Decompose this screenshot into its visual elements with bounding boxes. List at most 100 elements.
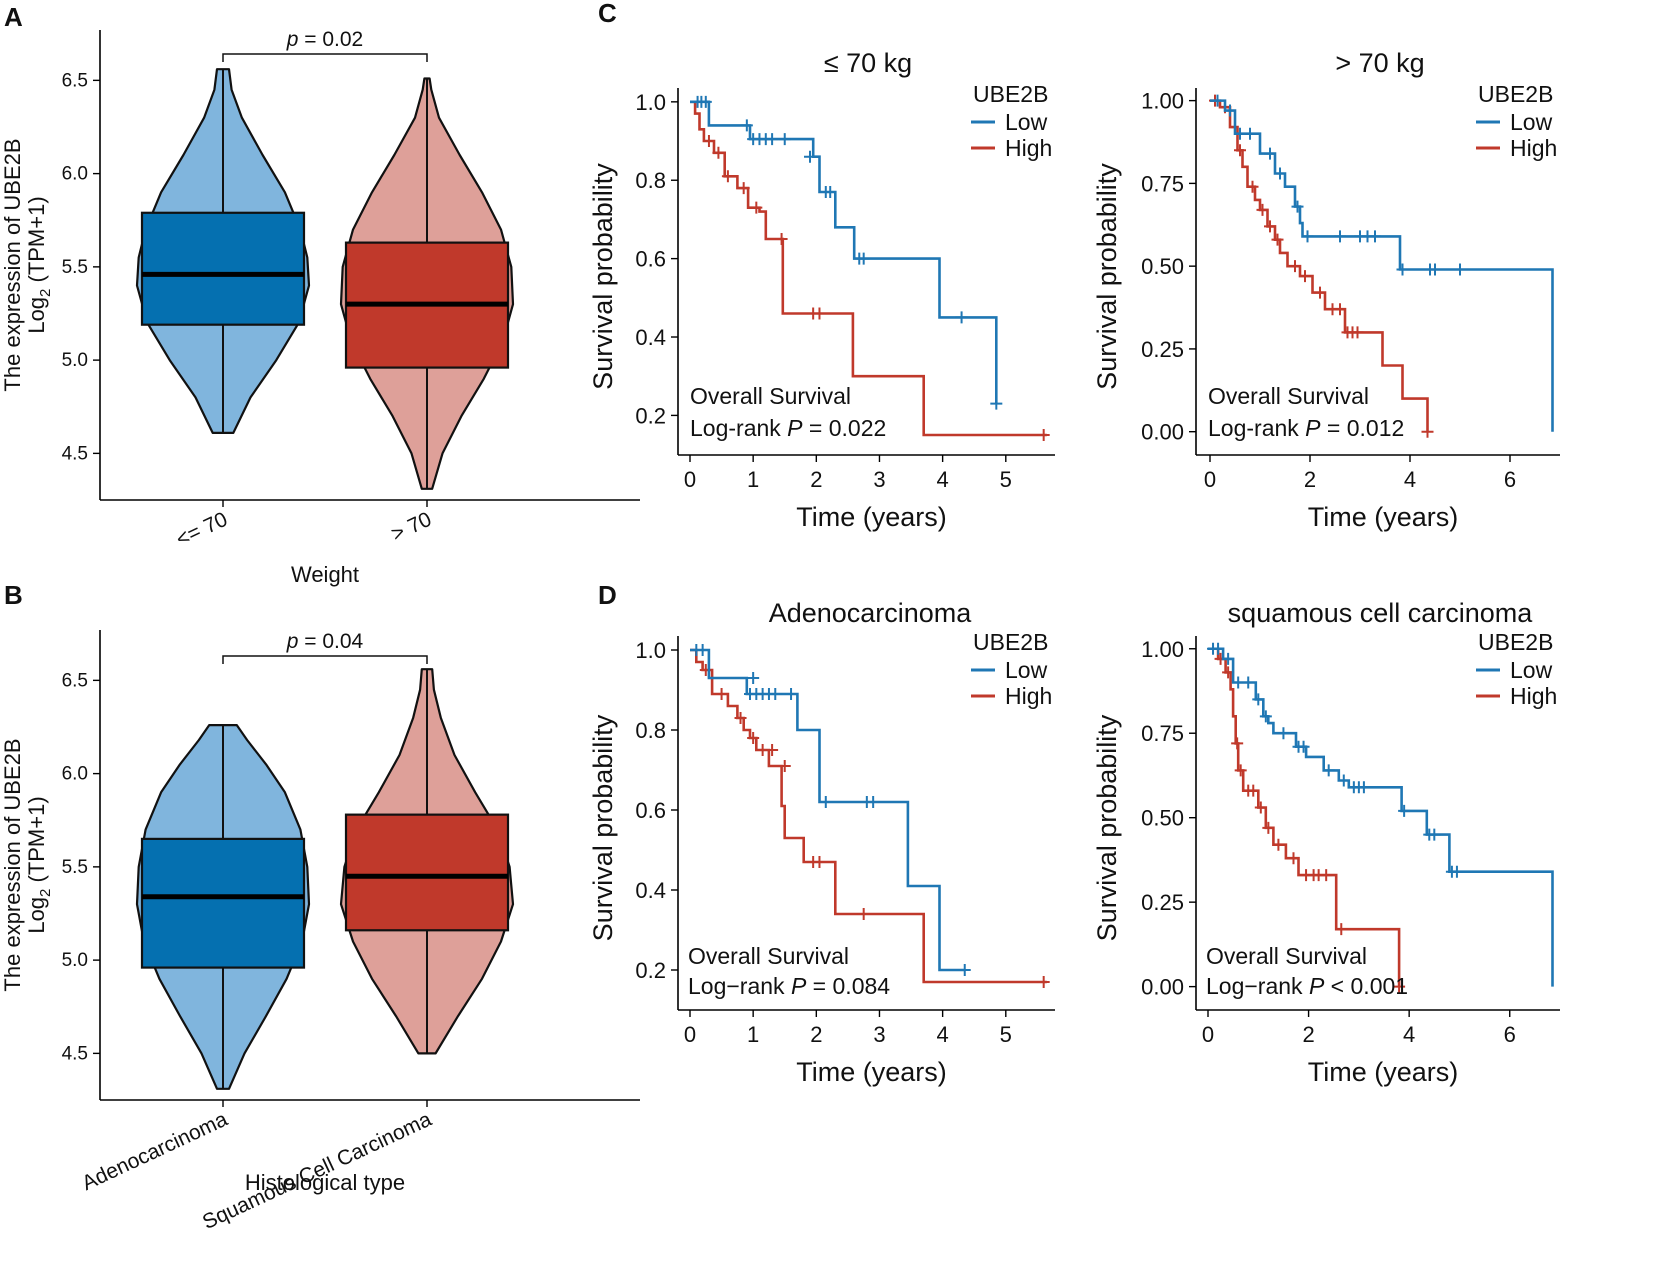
censor-mark-high: [766, 744, 779, 756]
y-tick-label: 4.5: [62, 443, 88, 464]
censor-mark-low: [1224, 104, 1236, 117]
legend-label-low: Low: [1005, 109, 1048, 135]
censor-mark-high: [1421, 425, 1434, 438]
panel-b: B 4.5 5.0 5.5 6.0 6.5 The expression of UBE2B L…: [0, 580, 640, 1234]
x-axis-label: Weight: [291, 562, 359, 587]
censor-mark-low: [696, 644, 709, 656]
censor-mark-high: [1234, 764, 1247, 777]
annotation-title: Overall Survival: [688, 943, 849, 969]
censor-mark-low: [1277, 727, 1290, 740]
censor-mark-low: [766, 133, 779, 146]
logrank-label: Log−rank: [688, 973, 791, 999]
y-axis-label: Survival probability: [588, 163, 618, 390]
y-tick-label: 0.8: [635, 718, 666, 743]
censor-mark-low: [747, 672, 760, 684]
y-tick-label: 5.0: [62, 950, 88, 971]
y-tick-label: 0.6: [635, 247, 666, 272]
annotation-logrank: Log−rank P < 0.001: [1206, 973, 1408, 999]
censor-mark-low: [1232, 676, 1245, 689]
annotation-logrank: Log−rank P = 0.084: [688, 973, 890, 999]
censor-mark-low: [1454, 263, 1466, 276]
km-curve-high: [1208, 647, 1401, 987]
chart-title: Adenocarcinoma: [769, 598, 973, 628]
y-tick-label: 4.5: [62, 1043, 88, 1064]
censor-mark-high: [1314, 286, 1326, 299]
y-axis-label: Survival probability: [588, 714, 618, 941]
y-tick-label: 5.5: [62, 257, 88, 278]
censor-mark-low: [740, 119, 753, 132]
y-tick-label: 0.25: [1141, 337, 1184, 362]
censor-mark-high: [1351, 326, 1364, 339]
p-value: = 0.084: [806, 973, 890, 999]
censor-mark-low: [1429, 263, 1441, 276]
p-symbol: P: [787, 415, 803, 441]
y-axis-label: The expression of UBE2B: [0, 738, 25, 991]
censor-mark-low: [958, 964, 971, 976]
box-high: [344, 813, 510, 932]
y-axis-label-unit: Log2 (TPM+1): [24, 196, 54, 333]
y-tick-label: 0.50: [1141, 254, 1184, 279]
censor-mark-low: [1291, 200, 1304, 213]
censor-mark-high: [1247, 784, 1260, 797]
p-value: = 0.02: [304, 28, 363, 51]
y-tick-label: 0.2: [635, 403, 666, 428]
censor-mark-high: [750, 201, 763, 214]
panel-d-adenocarcinoma: D Adenocarcinoma 0.2 0.4 0.6 0.8 1.0 0 1 2 3 4 5 Time…: [588, 580, 1055, 1087]
censor-mark-high: [721, 170, 734, 183]
censor-mark-high: [1254, 801, 1267, 814]
legend-label-high: High: [1005, 135, 1052, 161]
y-tick-label: 0.00: [1141, 420, 1184, 445]
censor-mark-low: [699, 95, 712, 108]
censor-mark-low: [1264, 147, 1276, 160]
x-tick-label: 6: [1504, 1022, 1516, 1047]
censor-mark-low: [824, 185, 837, 198]
x-tick-label: 1: [747, 467, 759, 492]
p-value-label: p = 0.02: [286, 28, 364, 51]
censor-mark-high: [737, 182, 750, 195]
x-tick-label: 0: [1202, 1022, 1214, 1047]
panel-letter: C: [598, 0, 617, 28]
box-low: [140, 837, 306, 969]
annotation-title: Overall Survival: [690, 383, 851, 409]
x-tick-label: 3: [873, 467, 885, 492]
censor-mark-low: [785, 688, 798, 700]
censor-mark-high: [1037, 429, 1050, 441]
panel-d-squamous: squamous cell carcinoma 0.00 0.25 0.50 0.75 1…: [1092, 598, 1560, 1087]
censor-mark-low: [1259, 710, 1272, 723]
y-tick-label: 1.0: [635, 90, 666, 115]
legend-label-high: High: [1510, 135, 1557, 161]
censor-mark-high: [1246, 180, 1259, 193]
censor-mark-high: [1271, 233, 1284, 246]
censor-mark-high: [747, 732, 760, 744]
km-curve-high: [690, 648, 1047, 984]
censor-mark-low: [1222, 652, 1235, 665]
legend-title: UBE2B: [973, 629, 1048, 655]
logrank-label: Log−rank: [1206, 973, 1309, 999]
panel-letter: A: [4, 2, 23, 32]
logrank-label: Log-rank: [690, 415, 787, 441]
y-tick-label: 0.2: [635, 958, 666, 983]
y-tick-label: 0.00: [1141, 975, 1184, 1000]
x-axis-label: Histological type: [245, 1170, 405, 1195]
y-axis-label-tpm: (TPM+1): [24, 796, 49, 888]
annotation-logrank: Log-rank P = 0.022: [690, 415, 886, 441]
censor-mark-high: [775, 233, 788, 246]
y-tick-label: 0.75: [1141, 721, 1184, 746]
censor-mark-high: [1335, 923, 1348, 936]
censor-mark-high: [1231, 737, 1244, 750]
censor-mark-low: [1211, 94, 1224, 107]
y-axis-label-subscript: 2: [37, 889, 54, 897]
p-symbol: P: [1309, 973, 1325, 999]
p-value: < 0.001: [1324, 973, 1408, 999]
censor-mark-low: [1337, 774, 1350, 787]
censor-mark-low: [990, 397, 1003, 410]
km-curve-low: [690, 648, 965, 972]
x-axis-label: Time (years): [1308, 502, 1459, 532]
censor-mark-high: [702, 135, 715, 148]
censor-mark-low: [1301, 230, 1314, 243]
censor-mark-high: [1320, 869, 1333, 882]
x-tick-label: 2: [1302, 1022, 1314, 1047]
x-axis-label: Time (years): [796, 502, 947, 532]
y-tick-label: 0.8: [635, 168, 666, 193]
